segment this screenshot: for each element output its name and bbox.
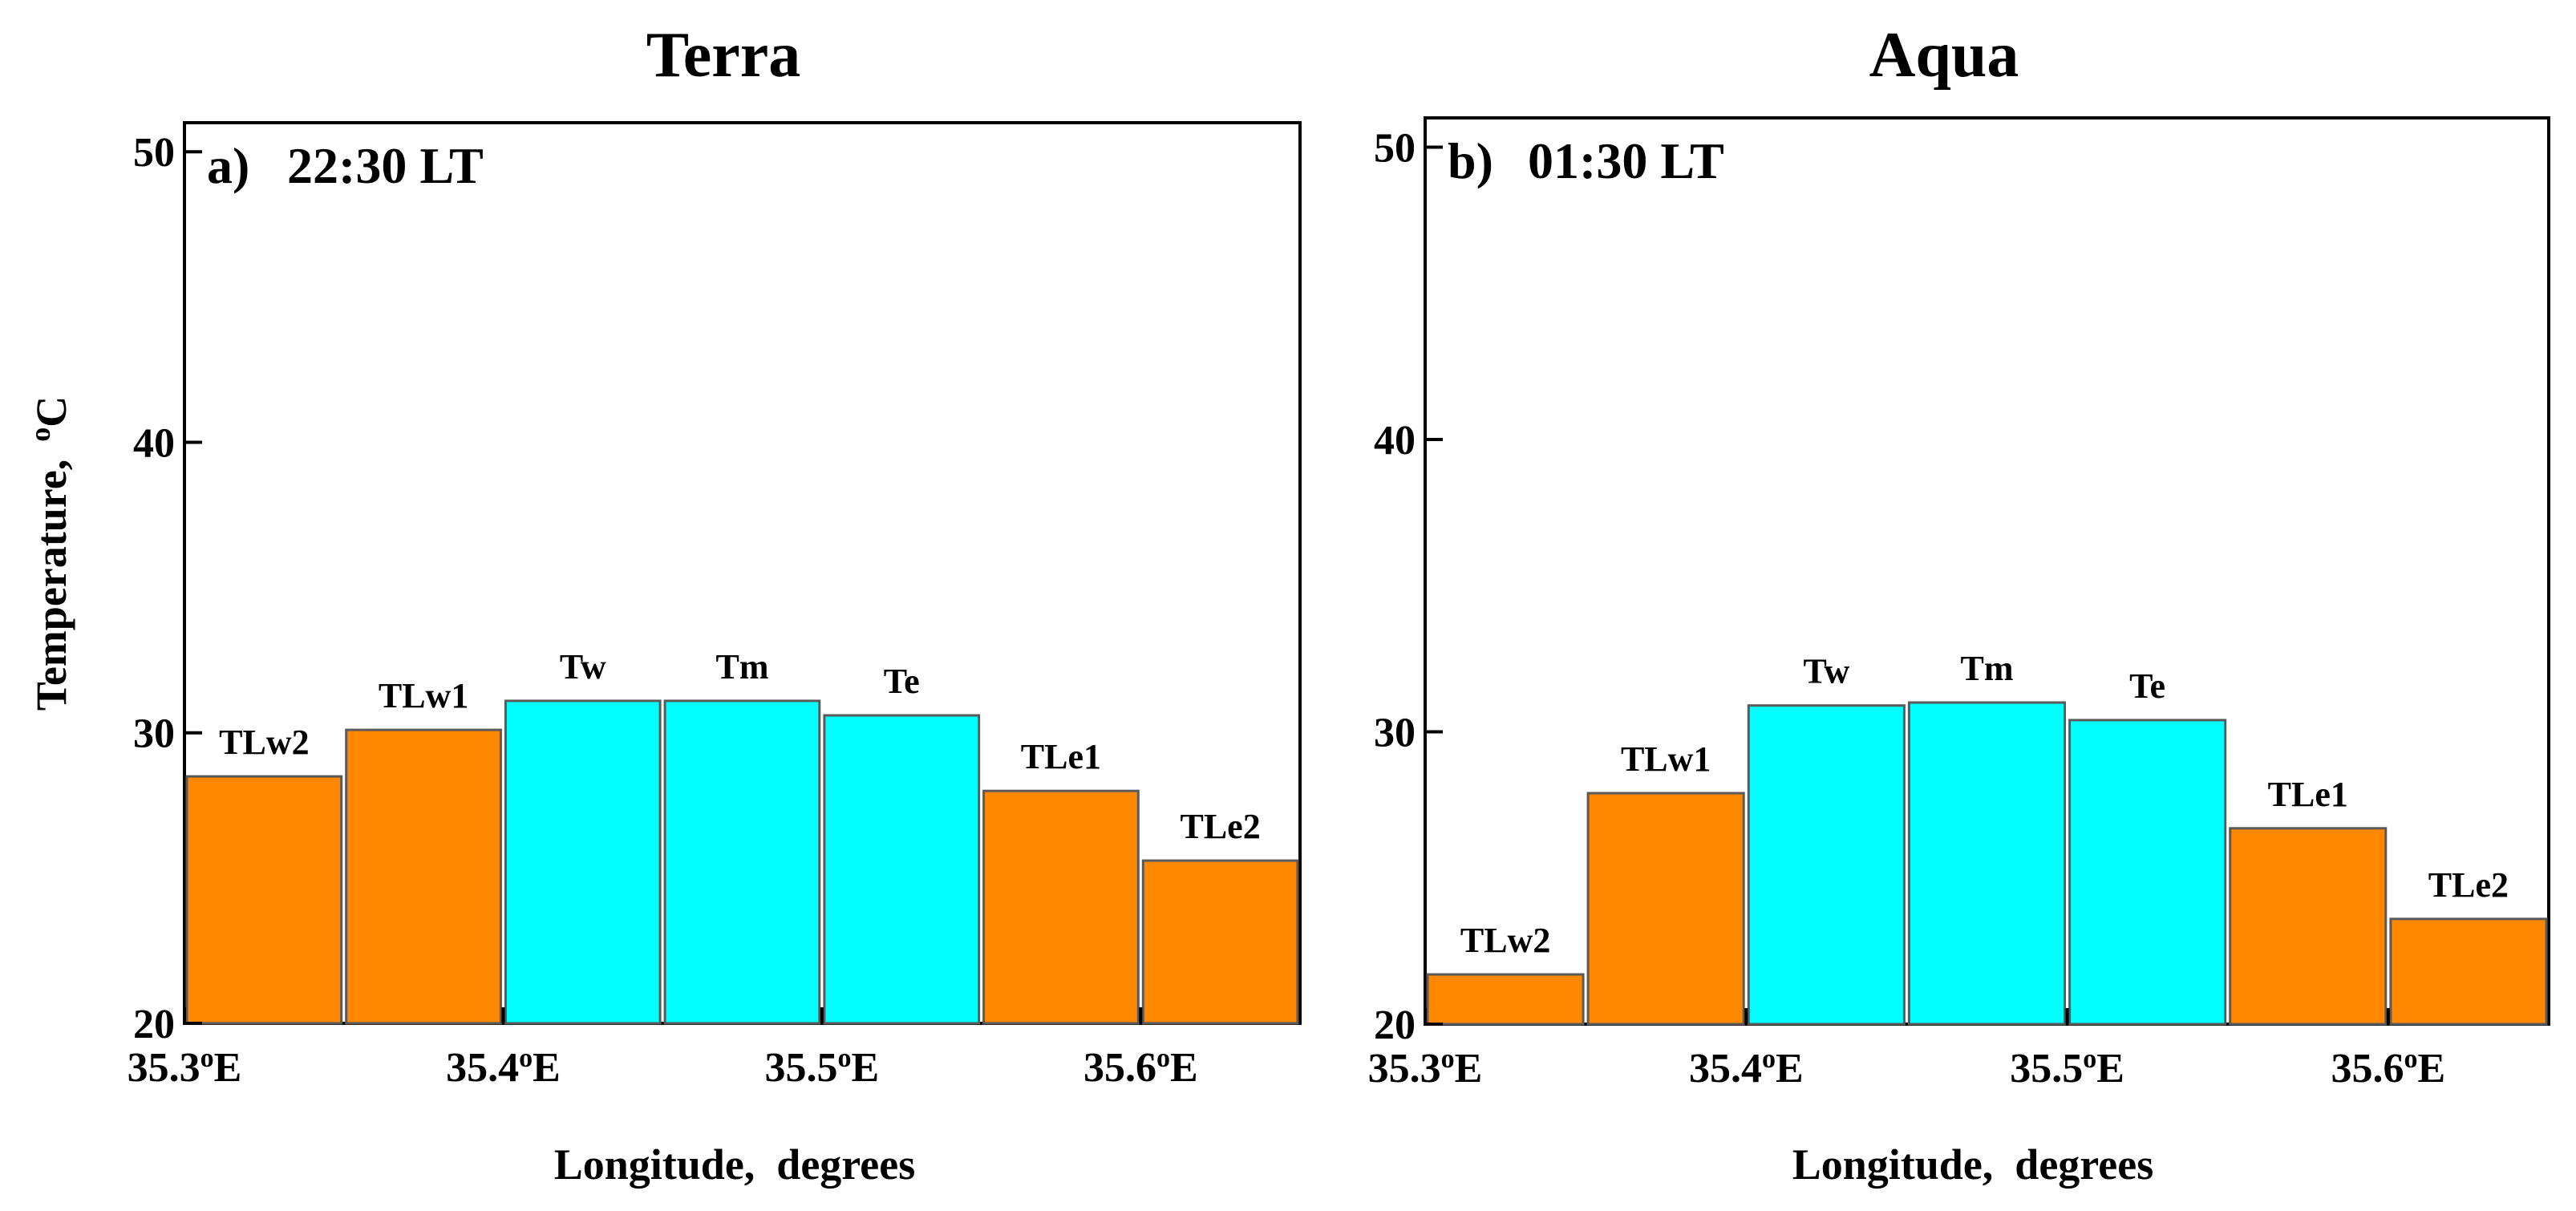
bar-tlw2: [1426, 973, 1585, 1026]
bar-te: [2068, 719, 2227, 1026]
x-axis-aqua: 35.3oE 35.4oE 35.5oE 35.6oE: [1368, 1008, 2446, 1092]
time-label-aqua: 01:30 LT: [1528, 132, 1724, 189]
bar-label-tlw1: TLw1: [379, 676, 468, 715]
x-axis-terra: 35.3oE 35.4oE 35.5oE 35.6oE: [128, 1007, 1198, 1091]
y-tick-label-20: 20: [1374, 1002, 1416, 1048]
bar-tm: [663, 699, 821, 1025]
bar-label-tw: Tw: [560, 647, 606, 687]
bar-label-te: Te: [2129, 666, 2165, 706]
bars-terra: [185, 699, 1299, 1025]
bar-tle2: [1141, 859, 1299, 1025]
bar-labels-terra: TLw2 TLw1 Tw Tm Te TLe1 TLe2: [219, 647, 1261, 846]
bar-tle1: [2229, 827, 2388, 1026]
bar-tw: [504, 699, 662, 1025]
bar-label-tw: Tw: [1803, 652, 1849, 691]
x-axis-label-terra: Longitude, degrees: [554, 1140, 916, 1189]
x-axis-label-aqua: Longitude, degrees: [1792, 1140, 2154, 1189]
panel-label-a: a): [207, 137, 249, 194]
time-label-terra: 22:30 LT: [287, 137, 484, 194]
y-tick-label-20: 20: [133, 1002, 175, 1047]
x-tick-label-35.4: 35.4oE: [446, 1043, 561, 1091]
x-tick-label-35.3: 35.3oE: [128, 1043, 242, 1091]
bar-tle2: [2389, 917, 2548, 1026]
bar-label-tle1: TLe1: [1021, 737, 1101, 776]
bar-tm: [1907, 701, 2066, 1026]
y-axis-terra: 20 30 40 50: [133, 130, 202, 1047]
bar-label-tlw2: TLw2: [1460, 921, 1550, 960]
y-tick-label-50: 50: [133, 130, 175, 176]
y-tick-label-40: 40: [1374, 418, 1416, 464]
y-axis-label-unit: C: [27, 396, 75, 427]
panel-title-aqua: Aqua: [1869, 20, 2019, 91]
x-tick-label-35.6: 35.6oE: [2331, 1044, 2446, 1092]
y-axis-label: Temperature, oC: [24, 396, 75, 711]
y-axis-label-degree: o: [24, 427, 56, 442]
bar-label-tlw2: TLw2: [219, 723, 309, 762]
bars-aqua: [1426, 701, 2548, 1026]
bar-tlw2: [185, 775, 343, 1025]
y-tick-label-30: 30: [1374, 710, 1416, 755]
x-tick-label-35.6: 35.6oE: [1083, 1043, 1198, 1091]
bar-label-tle2: TLe2: [2428, 865, 2509, 905]
panel-label-b: b): [1448, 132, 1493, 189]
y-tick-label-50: 50: [1374, 125, 1416, 171]
panel-terra: Terra a) 22:30 LT TLw2 TLw1 Tw Tm Te TLe1 TLe2…: [128, 20, 1302, 1189]
bar-label-tm: Tm: [1961, 649, 2014, 688]
y-axis-aqua: 20 30 40 50: [1374, 125, 1443, 1048]
x-tick-label-35.4: 35.4oE: [1689, 1044, 1804, 1092]
y-tick-label-40: 40: [133, 420, 175, 466]
panel-title-terra: Terra: [646, 20, 801, 91]
bar-label-tm: Tm: [716, 647, 769, 687]
bar-label-tlw1: TLw1: [1621, 739, 1711, 779]
x-tick-label-35.5: 35.5oE: [2010, 1044, 2124, 1092]
bar-tw: [1747, 704, 1906, 1026]
y-tick-label-30: 30: [133, 711, 175, 757]
bar-tle1: [982, 789, 1140, 1025]
x-tick-label-35.5: 35.5oE: [765, 1043, 880, 1091]
bar-label-tle1: TLe1: [2268, 775, 2348, 814]
bar-label-te: Te: [884, 662, 920, 701]
bar-labels-aqua: TLw2 TLw1 Tw Tm Te TLe1 TLe2: [1460, 649, 2509, 960]
bar-label-tle2: TLe2: [1180, 807, 1260, 846]
bar-te: [823, 714, 981, 1025]
bar-tlw1: [345, 728, 502, 1025]
bar-tlw1: [1586, 792, 1745, 1026]
x-tick-label-35.3: 35.3oE: [1368, 1044, 1483, 1092]
y-axis-label-text: Temperature,: [27, 460, 75, 711]
